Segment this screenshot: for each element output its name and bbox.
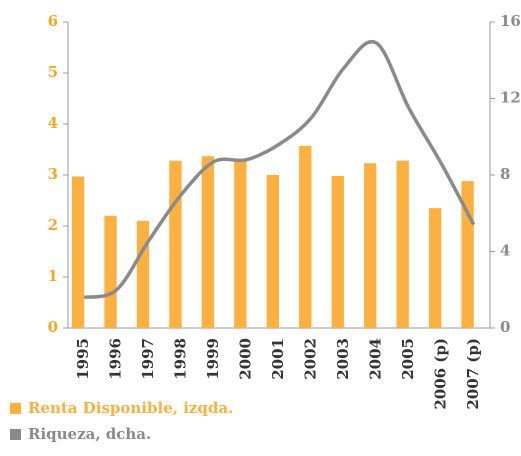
y2-tick-label: 0 bbox=[500, 318, 510, 336]
bar bbox=[136, 220, 150, 328]
y2-tick-label: 12 bbox=[500, 89, 521, 107]
legend-swatch bbox=[10, 429, 21, 440]
y-tick-label: 1 bbox=[48, 267, 58, 285]
x-tick-label: 1998 bbox=[172, 338, 190, 380]
x-tick-label: 1996 bbox=[107, 338, 125, 380]
x-tick-label: 1995 bbox=[74, 338, 92, 380]
bar bbox=[299, 145, 312, 328]
legend-label: Renta Disponible, izqda. bbox=[28, 399, 233, 417]
y-tick-label: 6 bbox=[48, 12, 58, 30]
y2-tick-label: 8 bbox=[500, 165, 510, 183]
legend-label: Riqueza, dcha. bbox=[28, 425, 151, 443]
x-tick-label: 2005 bbox=[399, 338, 417, 380]
x-tick-label: 2006 (p) bbox=[431, 338, 449, 410]
y2-tick-label: 4 bbox=[500, 242, 510, 260]
x-tick-label: 2000 bbox=[237, 338, 255, 380]
y-tick-label: 3 bbox=[48, 165, 58, 183]
y-tick-label: 0 bbox=[48, 318, 58, 336]
bar bbox=[104, 215, 117, 328]
bar bbox=[331, 176, 344, 328]
bar bbox=[396, 160, 409, 328]
y-tick-label: 5 bbox=[48, 63, 58, 81]
x-tick-label: 1997 bbox=[139, 338, 157, 380]
bar bbox=[201, 156, 215, 328]
bar bbox=[169, 160, 182, 328]
bar bbox=[364, 163, 377, 328]
y-tick-label: 4 bbox=[48, 114, 58, 132]
bar bbox=[71, 176, 85, 328]
x-tick-label: 2002 bbox=[301, 338, 319, 380]
bar bbox=[428, 208, 442, 328]
x-tick-label: 2003 bbox=[334, 338, 352, 380]
bar bbox=[234, 159, 247, 328]
bar bbox=[266, 175, 279, 328]
x-tick-label: 2007 (p) bbox=[464, 338, 482, 410]
legend-swatch bbox=[10, 403, 21, 414]
line bbox=[83, 39, 476, 300]
x-tick-label: 2004 bbox=[366, 338, 384, 380]
y2-tick-label: 16 bbox=[500, 12, 521, 30]
x-tick-label: 1999 bbox=[204, 338, 222, 380]
y-tick-label: 2 bbox=[48, 216, 58, 234]
x-tick-label: 2001 bbox=[269, 338, 287, 380]
